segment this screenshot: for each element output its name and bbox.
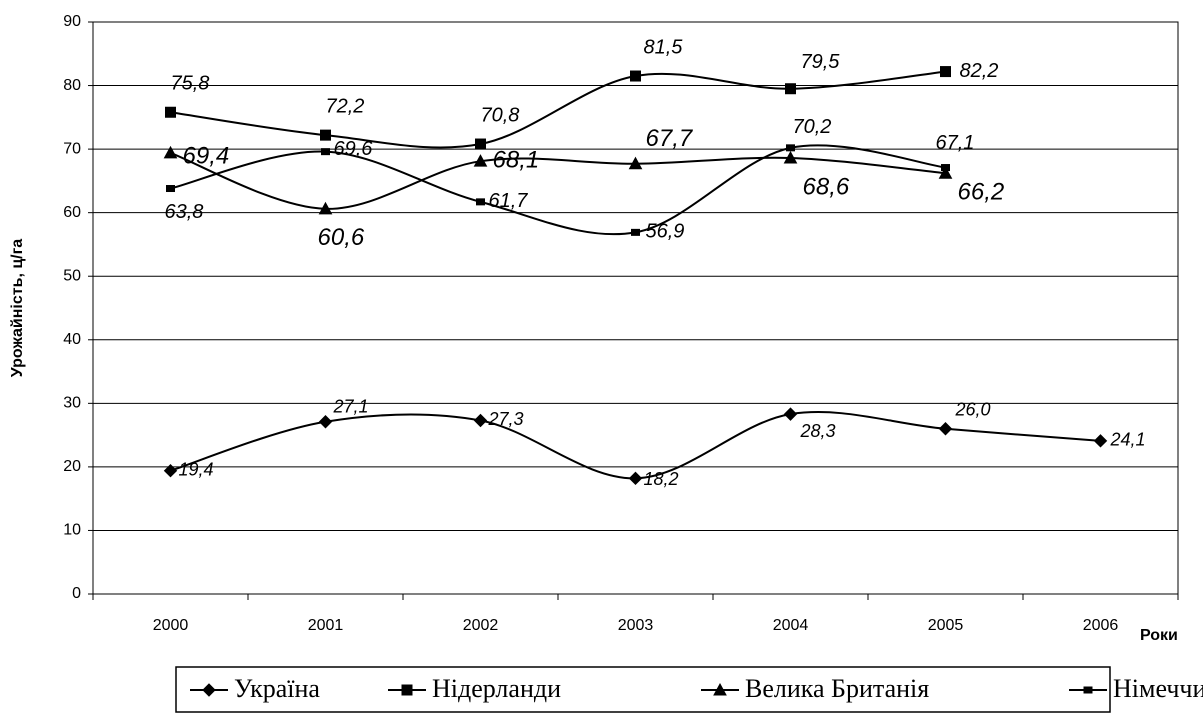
x-tick-label: 2004 (773, 617, 809, 634)
marker (321, 148, 330, 156)
marker (401, 684, 413, 696)
marker (938, 166, 953, 179)
marker (163, 145, 178, 159)
data-label: 81,5 (644, 36, 684, 58)
data-label: 67,1 (936, 132, 975, 154)
data-label: 68,6 (803, 173, 850, 200)
x-tick-label: 2000 (153, 617, 189, 634)
marker (941, 164, 950, 172)
marker (318, 415, 333, 429)
marker (202, 683, 216, 697)
data-label: 61,7 (489, 190, 529, 212)
marker (786, 144, 795, 152)
x-tick-label: 2005 (928, 617, 964, 634)
marker (473, 413, 488, 428)
marker (165, 106, 176, 118)
y-tick-label: 80 (63, 77, 81, 94)
data-label: 67,7 (646, 125, 694, 152)
marker (783, 407, 798, 421)
series-line (170, 144, 946, 236)
y-tick-label: 50 (63, 267, 81, 284)
legend-label: Велика Британія (745, 674, 929, 703)
legend-box (175, 666, 1111, 713)
legend-label: Німеччина (1113, 674, 1203, 703)
data-label: 60,6 (318, 224, 365, 251)
marker (938, 422, 953, 436)
marker (166, 185, 175, 193)
x-axis-label: Роки (1140, 627, 1178, 644)
y-tick-label: 70 (63, 140, 81, 157)
data-label: 79,5 (801, 51, 841, 73)
plot-frame (92, 21, 1179, 595)
data-label: 72,2 (326, 95, 365, 117)
data-label: 68,1 (493, 147, 540, 174)
marker (1093, 434, 1108, 448)
marker (713, 682, 727, 696)
data-label: 18,2 (644, 469, 679, 489)
marker (631, 228, 640, 236)
marker (628, 471, 643, 486)
marker (318, 201, 333, 215)
data-label: 75,8 (171, 73, 210, 95)
data-label: 66,2 (958, 179, 1005, 206)
data-label: 70,8 (481, 104, 520, 126)
data-label: 56,9 (646, 221, 685, 243)
marker (940, 66, 951, 78)
data-label: 69,4 (183, 142, 230, 169)
y-tick-label: 40 (63, 331, 81, 348)
marker (785, 83, 796, 95)
data-label: 82,2 (960, 60, 999, 82)
marker (628, 156, 643, 170)
legend-label: Нідерланди (432, 674, 561, 703)
data-label: 69,6 (334, 138, 374, 160)
y-tick-label: 30 (63, 395, 81, 412)
x-tick-label: 2006 (1083, 617, 1119, 634)
x-tick-label: 2001 (308, 617, 344, 634)
y-axis-label: Урожайність, ц/га (9, 239, 26, 377)
marker (163, 463, 178, 478)
y-tick-label: 20 (63, 458, 81, 475)
y-tick-label: 60 (63, 204, 81, 221)
y-tick-label: 90 (63, 13, 81, 30)
x-tick-label: 2002 (463, 617, 499, 634)
data-label: 63,8 (165, 201, 204, 223)
data-label: 19,4 (179, 459, 214, 479)
data-label: 27,1 (333, 397, 369, 417)
y-tick-label: 0 (72, 585, 81, 602)
marker (630, 70, 641, 82)
data-label: 70,2 (793, 116, 832, 138)
marker (475, 138, 486, 150)
marker (783, 150, 798, 164)
marker (473, 154, 488, 167)
series-line (170, 70, 946, 149)
legend-label: Україна (234, 674, 320, 703)
x-tick-label: 2003 (618, 617, 654, 634)
data-label: 26,0 (955, 400, 991, 420)
y-tick-label: 10 (63, 522, 81, 539)
series-line (170, 411, 1101, 480)
data-label: 24,1 (1110, 430, 1146, 450)
data-label: 27,3 (488, 409, 524, 429)
data-label: 28,3 (800, 421, 836, 441)
marker (320, 129, 331, 141)
series-line (170, 151, 946, 210)
marker (1083, 686, 1093, 694)
marker (476, 198, 485, 206)
